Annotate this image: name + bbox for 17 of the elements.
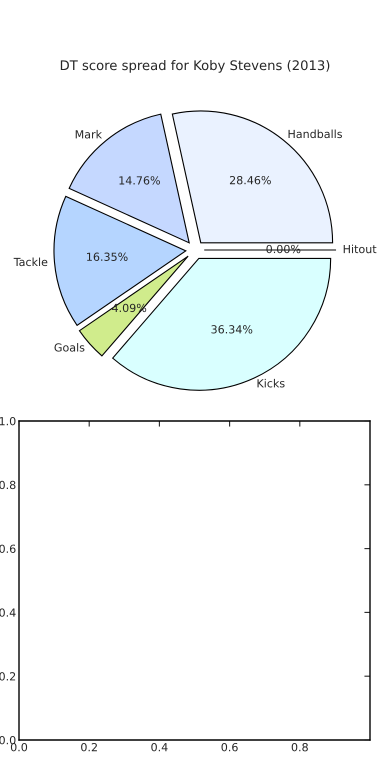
x-tick-label: 0.4 xyxy=(151,742,168,752)
chart-title: DT score spread for Koby Stevens (2013) xyxy=(60,60,330,73)
x-tick-label: 0.0 xyxy=(10,742,28,752)
slice-label: Handballs xyxy=(288,130,342,138)
slice-label: Tackle xyxy=(14,258,48,266)
slice-label: Goals xyxy=(54,343,84,352)
slice-label: Kicks xyxy=(258,378,285,388)
data-label: 28.46% xyxy=(230,176,271,184)
data-label: 36.34% xyxy=(211,325,252,334)
data-label: 14.76% xyxy=(119,176,160,185)
y-tick-label: 1.0 xyxy=(0,416,16,426)
x-tick-label: 0.2 xyxy=(81,742,97,752)
data-label: 16.35% xyxy=(87,252,128,261)
x-tick-label: 0.8 xyxy=(292,742,308,752)
slice-label: Mark xyxy=(76,130,102,139)
category-label: Hitout xyxy=(344,244,376,254)
x-tick-label: 0.6 xyxy=(222,742,238,752)
